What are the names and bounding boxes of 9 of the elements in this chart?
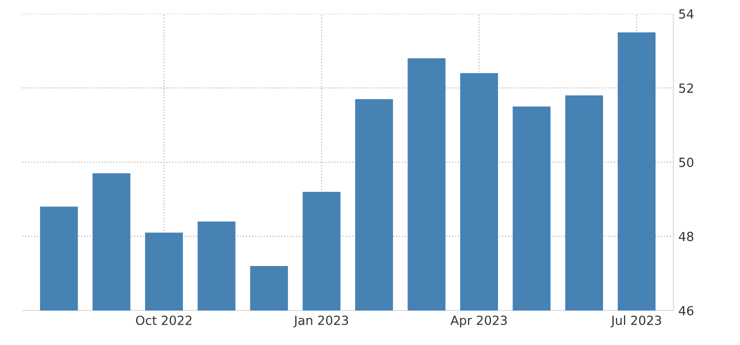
x-tick-label: Jan 2023 bbox=[293, 316, 348, 328]
x-tick-label: Apr 2023 bbox=[450, 316, 507, 328]
y-tick-label: 52 bbox=[679, 83, 693, 93]
x-tick-label: Jul 2023 bbox=[610, 315, 662, 328]
y-tick-label: 50 bbox=[679, 158, 694, 168]
x-tick-label: Oct 2022 bbox=[136, 316, 192, 326]
y-tick-label: 54 bbox=[679, 9, 694, 19]
y-tick-label: 48 bbox=[678, 232, 694, 242]
y-tick-label: 46 bbox=[678, 306, 694, 316]
